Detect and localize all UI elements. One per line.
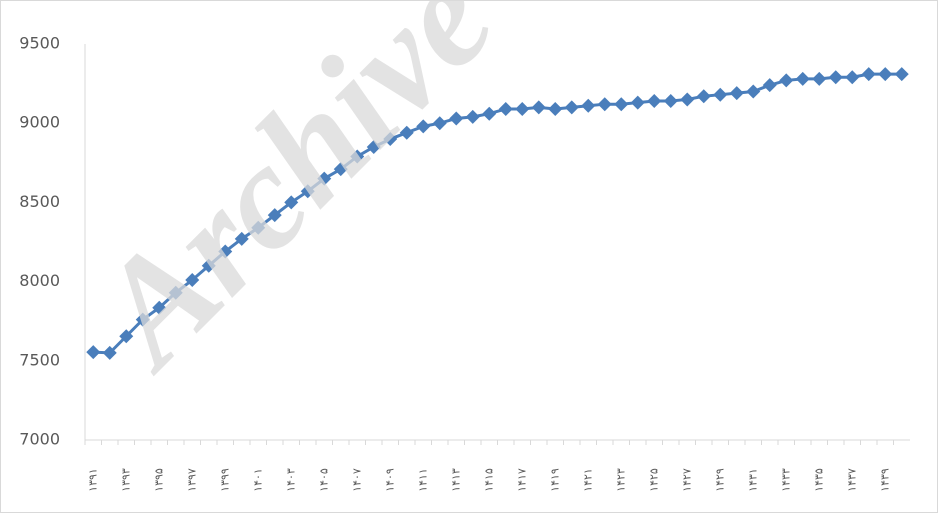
- x-tick-label: ۱۴۳۳: [779, 468, 792, 492]
- y-tick-label: 9000: [19, 113, 60, 132]
- x-tick-label: ۱۴۳۵: [812, 468, 825, 492]
- x-tick-label: ۱۴۰۱: [251, 468, 264, 492]
- marker: [515, 101, 530, 116]
- marker: [350, 149, 365, 164]
- x-tick-label: ۱۴۲۹: [713, 468, 726, 492]
- marker: [284, 195, 299, 210]
- marker: [779, 73, 794, 88]
- marker: [185, 273, 200, 288]
- marker: [399, 125, 414, 140]
- marker: [152, 300, 167, 315]
- x-tick-label: ۱۴۰۵: [317, 468, 330, 492]
- x-tick-label: ۱۴۰۹: [383, 468, 396, 492]
- marker: [234, 231, 249, 246]
- marker: [548, 101, 563, 116]
- x-tick-label: ۱۴۲۷: [680, 468, 693, 492]
- x-tick-label: ۱۴۰۷: [350, 468, 363, 492]
- x-tick-label: ۱۳۹۹: [218, 468, 231, 492]
- marker: [894, 67, 909, 82]
- marker: [812, 71, 827, 86]
- marker: [317, 171, 332, 186]
- marker: [845, 70, 860, 85]
- marker: [383, 132, 398, 147]
- x-tick-label: ۱۳۹۵: [152, 468, 165, 492]
- y-tick-label: 7000: [19, 430, 60, 449]
- x-tick-label: ۱۳۹۱: [86, 468, 99, 492]
- marker: [564, 100, 579, 115]
- x-tick-label: ۱۴۳۱: [746, 468, 759, 492]
- x-tick-label: ۱۴۱۹: [548, 468, 561, 492]
- marker: [696, 89, 711, 104]
- marker: [366, 139, 381, 154]
- marker: [531, 100, 546, 115]
- marker: [680, 92, 695, 107]
- x-tick-label: ۱۴۳۷: [845, 468, 858, 492]
- marker: [432, 116, 447, 131]
- marker: [828, 70, 843, 85]
- marker: [102, 345, 117, 360]
- x-tick-label: ۱۴۳۹: [878, 468, 891, 492]
- marker: [498, 101, 513, 116]
- marker: [762, 78, 777, 93]
- y-tick-label: 8000: [19, 271, 60, 290]
- x-tick-label: ۱۴۰۳: [284, 468, 297, 492]
- marker: [168, 285, 183, 300]
- marker: [581, 98, 596, 113]
- x-tick-label: ۱۴۱۳: [449, 468, 462, 492]
- x-tick-label: ۱۳۹۷: [185, 468, 198, 492]
- x-tick-label: ۱۴۲۳: [614, 468, 627, 492]
- marker: [878, 67, 893, 82]
- x-tick-label: ۱۳۹۳: [119, 468, 132, 492]
- marker: [300, 184, 315, 199]
- marker: [333, 162, 348, 177]
- x-tick-label: ۱۴۲۱: [581, 468, 594, 492]
- marker: [201, 258, 216, 273]
- y-tick-label: 9500: [19, 34, 60, 53]
- marker: [416, 119, 431, 134]
- marker: [795, 71, 810, 86]
- marker: [267, 208, 282, 223]
- marker: [135, 312, 150, 327]
- marker: [614, 97, 629, 112]
- marker: [449, 111, 464, 126]
- marker: [119, 329, 134, 344]
- marker: [861, 67, 876, 82]
- y-tick-label: 8500: [19, 192, 60, 211]
- marker: [746, 84, 761, 99]
- marker: [729, 86, 744, 101]
- marker: [465, 109, 480, 124]
- x-tick-label: ۱۴۱۵: [482, 468, 495, 492]
- marker: [597, 97, 612, 112]
- y-tick-label: 7500: [19, 350, 60, 369]
- x-tick-label: ۱۴۱۱: [416, 468, 429, 492]
- marker: [251, 220, 266, 235]
- marker: [86, 345, 101, 360]
- x-tick-label: ۱۴۲۵: [647, 468, 660, 492]
- marker: [630, 95, 645, 110]
- marker: [663, 94, 678, 109]
- marker: [713, 87, 728, 102]
- marker: [647, 94, 662, 109]
- marker: [482, 106, 497, 121]
- marker: [218, 244, 233, 259]
- x-tick-label: ۱۴۱۷: [515, 468, 528, 492]
